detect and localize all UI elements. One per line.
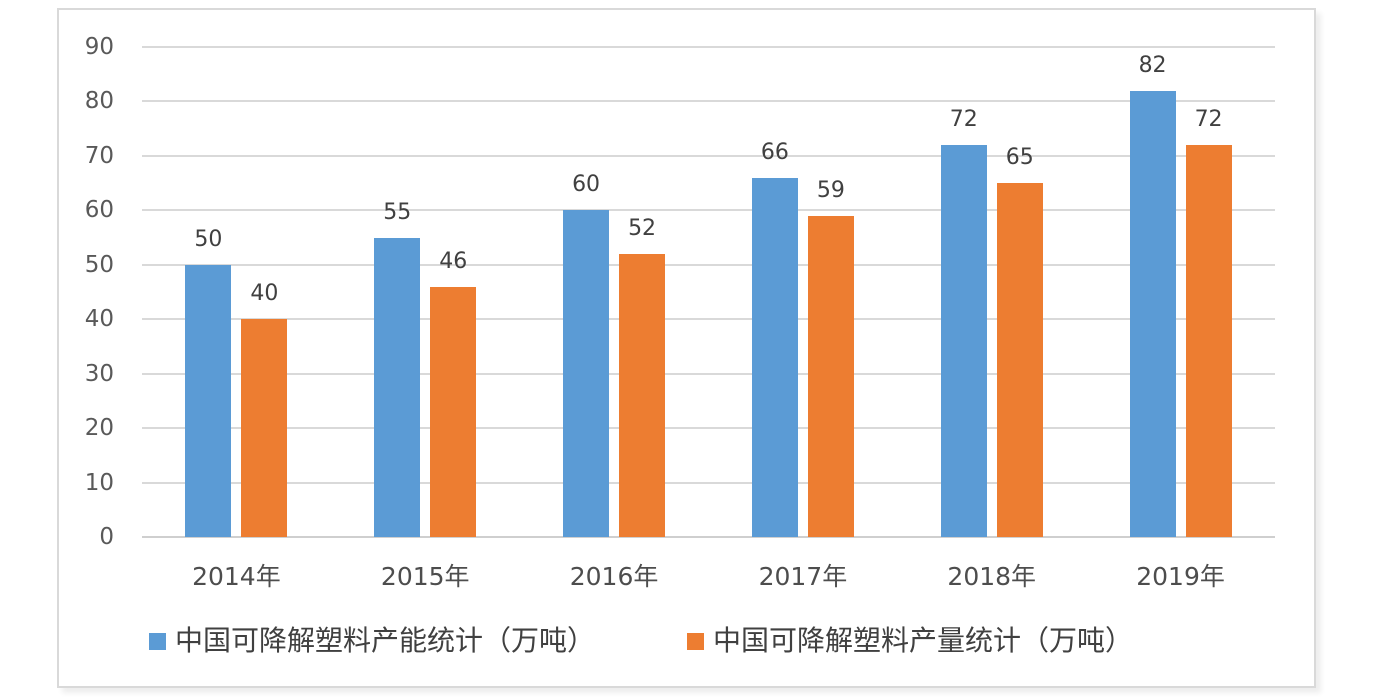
y-tick-label-40: 40 — [84, 306, 114, 333]
data-label-capacity-2019年: 82 — [1138, 52, 1167, 78]
bar-output-2018年 — [996, 183, 1043, 537]
bar-output-2019年 — [1185, 145, 1232, 537]
gridline-50 — [142, 263, 1275, 266]
x-axis-line — [142, 536, 1275, 538]
legend-item-capacity: 中国可降解塑料产能统计（万吨） — [149, 624, 595, 658]
y-tick-label-70: 70 — [84, 142, 114, 169]
y-tick-label-30: 30 — [84, 360, 114, 387]
legend: 中国可降解塑料产能统计（万吨） 中国可降解塑料产量统计（万吨） — [149, 624, 1133, 658]
data-label-capacity-2017年: 66 — [760, 139, 789, 165]
gridline-60 — [142, 209, 1275, 212]
data-label-output-2016年: 52 — [628, 215, 657, 241]
legend-label-capacity: 中国可降解塑料产能统计（万吨） — [175, 624, 596, 657]
y-tick-label-10: 10 — [84, 469, 114, 496]
bar-capacity-2017年 — [751, 177, 798, 537]
data-label-output-2017年: 59 — [816, 177, 845, 203]
x-tick-label-2019年: 2019年 — [1136, 562, 1225, 591]
bar-group-2018年: 72 65 — [897, 47, 1086, 537]
data-label-capacity-2015年: 55 — [383, 199, 412, 225]
bar-capacity-2018年 — [940, 145, 987, 537]
bar-group-2016年: 60 52 — [520, 47, 709, 537]
legend-label-output: 中国可降解塑料产量统计（万吨） — [713, 624, 1134, 657]
bar-group-2017年: 66 59 — [709, 47, 898, 537]
data-label-capacity-2014年: 50 — [194, 226, 223, 252]
x-tick-label-2015年: 2015年 — [380, 562, 470, 591]
bar-group-2014年: 50 40 — [142, 47, 331, 537]
bar-capacity-2016年 — [563, 210, 610, 537]
y-tick-label-90: 90 — [84, 34, 114, 60]
legend-item-output: 中国可降解塑料产量统计（万吨） — [687, 624, 1133, 658]
y-tick-label-0: 0 — [99, 524, 114, 550]
legend-swatch-output-icon — [687, 632, 705, 650]
y-tick-label-50: 50 — [84, 251, 114, 278]
gridline-70 — [142, 154, 1275, 157]
bar-output-2016年 — [619, 253, 666, 537]
bar-output-2014年 — [241, 319, 288, 537]
bar-capacity-2015年 — [374, 237, 421, 537]
x-tick-label-2014年: 2014年 — [192, 562, 281, 591]
bar-group-2015年: 55 46 — [331, 47, 520, 537]
bar-group-2019年: 82 72 — [1086, 47, 1275, 537]
gridline-40 — [142, 318, 1275, 321]
bar-capacity-2019年 — [1129, 90, 1176, 537]
x-tick-label-2018年: 2018年 — [947, 562, 1037, 591]
data-label-capacity-2018年: 72 — [949, 107, 978, 132]
data-label-output-2015年: 46 — [439, 248, 468, 274]
bar-output-2015年 — [430, 286, 477, 537]
gridline-90 — [142, 46, 1275, 48]
y-tick-label-80: 80 — [84, 88, 114, 115]
gridline-80 — [142, 100, 1275, 103]
gridline-20 — [142, 427, 1275, 430]
legend-swatch-capacity-icon — [149, 632, 166, 650]
data-label-output-2019年: 72 — [1194, 107, 1223, 132]
plot-area: 50 40 55 46 60 52 66 59 72 65 82 72 — [142, 46, 1275, 538]
gridline-30 — [142, 372, 1275, 375]
bar-output-2017年 — [807, 215, 854, 537]
x-axis: 2014年 2015年 2016年 2017年 2018年 2019年 — [142, 561, 1275, 595]
data-label-capacity-2016年: 60 — [572, 172, 601, 198]
chart-frame: 0 10 20 30 40 50 60 70 80 90 50 40 55 46 60 52 66 59 72 65… — [57, 8, 1316, 688]
data-label-output-2018年: 65 — [1005, 145, 1034, 171]
gridline-10 — [142, 481, 1275, 484]
y-tick-label-60: 60 — [84, 197, 114, 224]
x-tick-label-2017年: 2017年 — [758, 562, 848, 591]
y-tick-label-20: 20 — [84, 415, 114, 442]
bar-capacity-2014年 — [185, 264, 232, 537]
data-label-output-2014年: 40 — [250, 281, 279, 307]
y-axis: 0 10 20 30 40 50 60 70 80 90 — [59, 10, 114, 686]
x-tick-label-2016年: 2016年 — [569, 562, 659, 591]
